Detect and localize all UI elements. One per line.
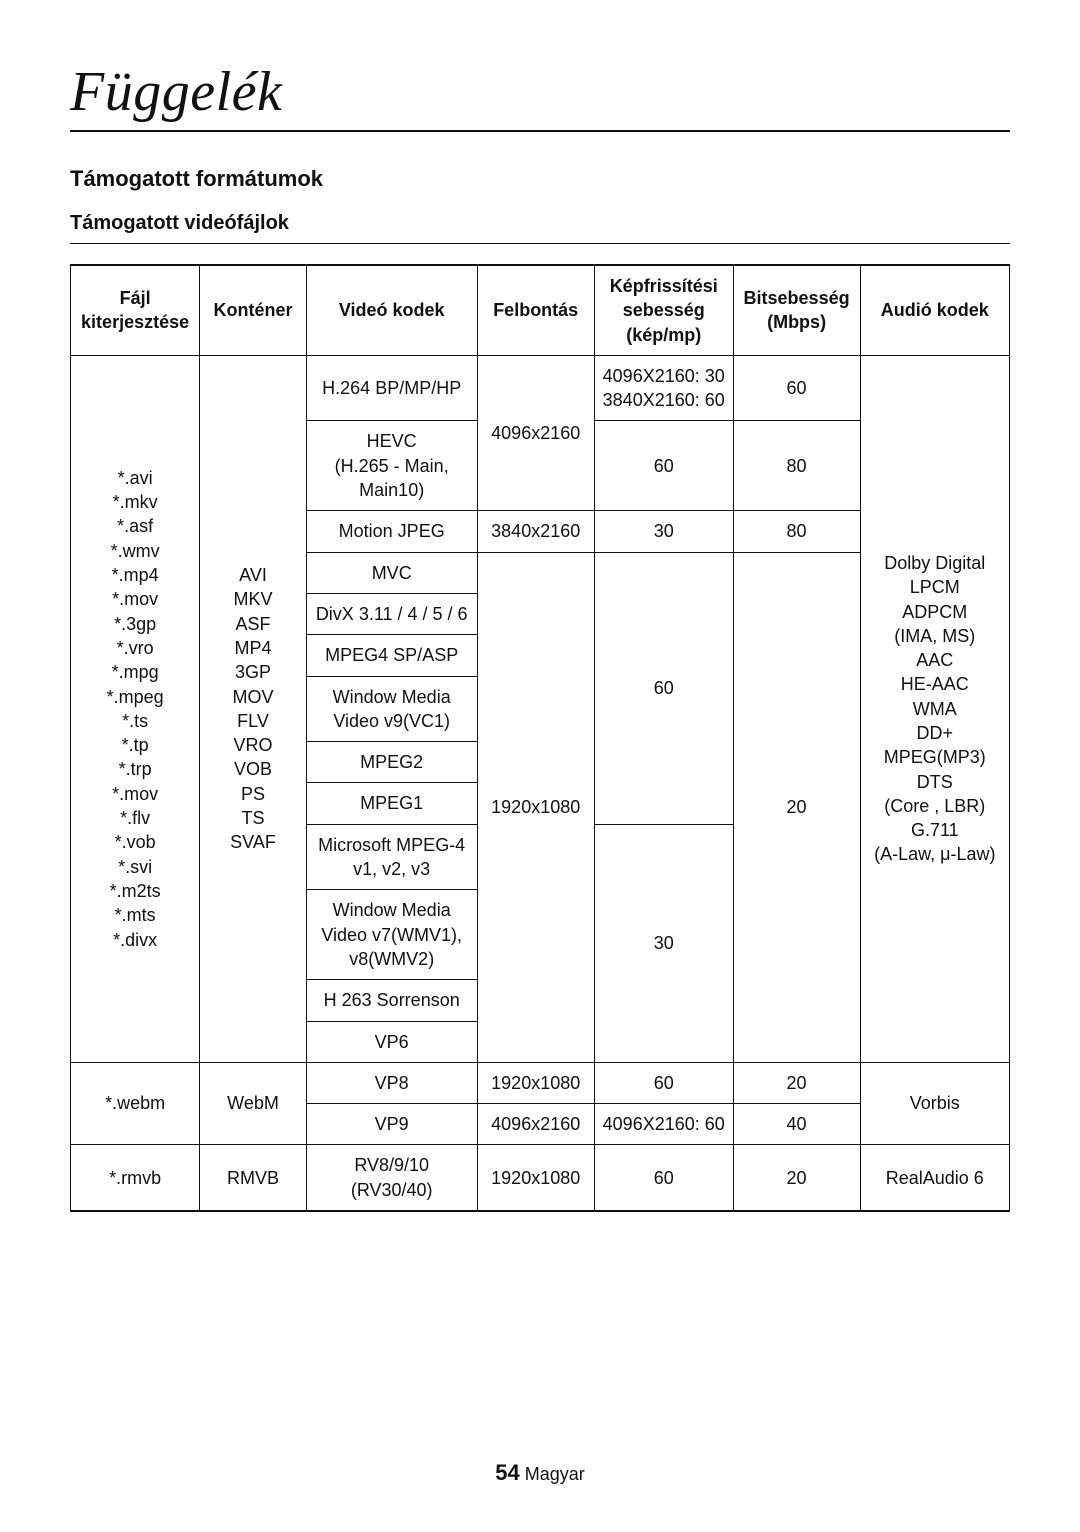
cell-ext: *.webm [71,1062,200,1145]
table-row: *.rmvb RMVB RV8/9/10 (RV30/40) 1920x1080… [71,1145,1010,1211]
cell-container: RMVB [200,1145,307,1211]
cell-codec: RV8/9/10 (RV30/40) [306,1145,477,1211]
cell-codec: H 263 Sorrenson [306,980,477,1021]
cell-res: 1920x1080 [477,1145,594,1211]
table-header-row: Fájl kiterjesztése Konténer Videó kodek … [71,265,1010,355]
cell-ext: *.rmvb [71,1145,200,1211]
cell-ext: *.avi *.mkv *.asf *.wmv *.mp4 *.mov *.3g… [71,355,200,1062]
cell-codec: Window Media Video v7(WMV1), v8(WMV2) [306,890,477,980]
col-container: Konténer [200,265,307,355]
cell-res: 4096x2160 [477,355,594,510]
cell-codec: Motion JPEG [306,511,477,552]
col-resolution: Felbontás [477,265,594,355]
cell-bitrate: 20 [733,1062,860,1103]
col-ext: Fájl kiterjesztése [71,265,200,355]
col-bitrate: Bitsebesség (Mbps) [733,265,860,355]
cell-fps: 30 [594,824,733,1062]
page-title: Függelék [70,60,1010,132]
cell-fps: 60 [594,1062,733,1103]
cell-container: AVI MKV ASF MP4 3GP MOV FLV VRO VOB PS T… [200,355,307,1062]
cell-fps: 60 [594,1145,733,1211]
page-footer: 54 Magyar [0,1460,1080,1486]
cell-fps: 4096X2160: 30 3840X2160: 60 [594,355,733,421]
cell-codec: MPEG1 [306,783,477,824]
cell-bitrate: 20 [733,1145,860,1211]
col-acodec: Audió kodek [860,265,1009,355]
cell-bitrate: 80 [733,421,860,511]
cell-bitrate: 60 [733,355,860,421]
cell-bitrate: 20 [733,552,860,1062]
cell-bitrate: 40 [733,1104,860,1145]
formats-table: Fájl kiterjesztése Konténer Videó kodek … [70,264,1010,1212]
cell-codec: MPEG2 [306,742,477,783]
cell-container: WebM [200,1062,307,1145]
cell-codec: MVC [306,552,477,593]
cell-audio: RealAudio 6 [860,1145,1009,1211]
cell-codec: VP9 [306,1104,477,1145]
table-row: *.webm WebM VP8 1920x1080 60 20 Vorbis [71,1062,1010,1103]
cell-fps: 60 [594,421,733,511]
cell-codec: Microsoft MPEG-4 v1, v2, v3 [306,824,477,890]
page-language: Magyar [525,1464,585,1484]
table-row: *.avi *.mkv *.asf *.wmv *.mp4 *.mov *.3g… [71,355,1010,421]
col-vcodec: Videó kodek [306,265,477,355]
section-heading: Támogatott formátumok [70,166,1010,192]
col-fps: Képfrissítési sebesség (kép/mp) [594,265,733,355]
cell-fps: 60 [594,552,733,824]
cell-codec: H.264 BP/MP/HP [306,355,477,421]
subsection-heading: Támogatott videófájlok [70,212,1010,244]
cell-codec: HEVC (H.265 - Main, Main10) [306,421,477,511]
cell-audio: Vorbis [860,1062,1009,1145]
cell-codec: DivX 3.11 / 4 / 5 / 6 [306,593,477,634]
cell-res: 1920x1080 [477,1062,594,1103]
cell-fps: 30 [594,511,733,552]
cell-codec: Window Media Video v9(VC1) [306,676,477,742]
cell-res: 3840x2160 [477,511,594,552]
cell-codec: VP6 [306,1021,477,1062]
cell-codec: MPEG4 SP/ASP [306,635,477,676]
page-number: 54 [495,1460,519,1485]
cell-fps: 4096X2160: 60 [594,1104,733,1145]
cell-bitrate: 80 [733,511,860,552]
cell-res: 1920x1080 [477,552,594,1062]
cell-codec: VP8 [306,1062,477,1103]
cell-audio: Dolby Digital LPCM ADPCM (IMA, MS) AAC H… [860,355,1009,1062]
cell-res: 4096x2160 [477,1104,594,1145]
